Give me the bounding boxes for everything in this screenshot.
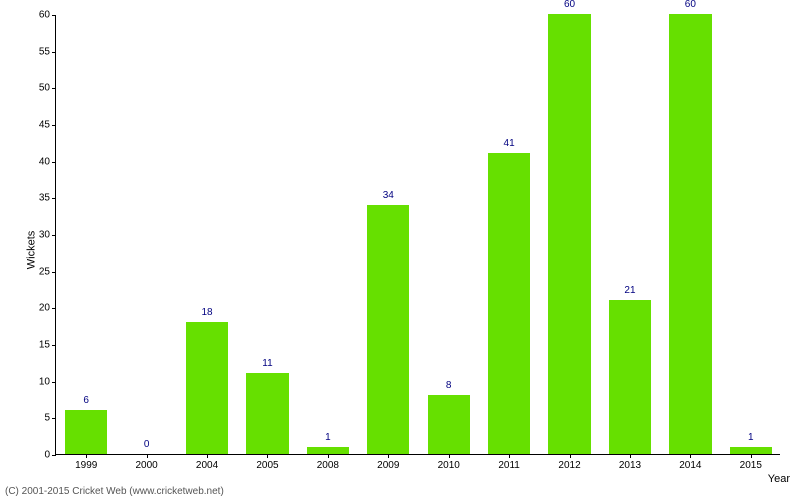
y-tick (52, 15, 56, 16)
y-tick-label: 30 (39, 230, 50, 241)
y-tick-label: 55 (39, 46, 50, 57)
y-tick (52, 455, 56, 456)
x-tick (86, 454, 87, 458)
y-tick (52, 52, 56, 53)
y-tick (52, 382, 56, 383)
bar-value-label: 21 (624, 285, 635, 296)
x-tick-label: 2009 (377, 460, 399, 471)
y-tick-label: 35 (39, 193, 50, 204)
y-tick-label: 50 (39, 83, 50, 94)
x-tick (630, 454, 631, 458)
bar-value-label: 18 (201, 307, 212, 318)
bar-value-label: 34 (383, 190, 394, 201)
bar-value-label: 8 (446, 380, 452, 391)
y-tick (52, 125, 56, 126)
bar: 41 (488, 153, 530, 454)
y-tick (52, 88, 56, 89)
x-axis-label: Year (768, 473, 790, 485)
y-tick (52, 235, 56, 236)
x-tick-label: 2012 (558, 460, 580, 471)
x-tick (147, 454, 148, 458)
bar: 21 (609, 300, 651, 454)
bar-value-label: 60 (564, 0, 575, 10)
x-tick (690, 454, 691, 458)
y-tick-label: 20 (39, 303, 50, 314)
x-tick-label: 2013 (619, 460, 641, 471)
bar-value-label: 60 (685, 0, 696, 10)
bar: 60 (669, 14, 711, 454)
x-tick (751, 454, 752, 458)
y-tick-label: 60 (39, 10, 50, 21)
bar-value-label: 41 (504, 138, 515, 149)
y-tick-label: 0 (44, 450, 50, 461)
x-tick (570, 454, 571, 458)
bar-value-label: 11 (262, 358, 272, 369)
bar-value-label: 0 (144, 439, 150, 450)
bar-value-label: 1 (325, 432, 331, 443)
y-tick (52, 198, 56, 199)
y-tick-label: 45 (39, 120, 50, 131)
x-tick-label: 1999 (75, 460, 97, 471)
bar: 18 (186, 322, 228, 454)
x-tick-label: 2005 (256, 460, 278, 471)
chart-container: Wickets 05101520253035404550556019996200… (0, 0, 800, 500)
bar: 1 (307, 447, 349, 454)
bar: 60 (548, 14, 590, 454)
bar: 6 (65, 410, 107, 454)
bar: 11 (246, 373, 288, 454)
bar: 1 (730, 447, 772, 454)
x-tick-label: 2004 (196, 460, 218, 471)
y-tick (52, 308, 56, 309)
x-tick (509, 454, 510, 458)
y-tick (52, 272, 56, 273)
y-tick-label: 25 (39, 266, 50, 277)
y-axis-label: Wickets (25, 231, 37, 270)
x-tick-label: 2011 (498, 460, 520, 471)
x-tick (328, 454, 329, 458)
x-tick-label: 2010 (438, 460, 460, 471)
bar-value-label: 6 (83, 395, 89, 406)
y-tick (52, 162, 56, 163)
y-tick (52, 418, 56, 419)
x-tick (388, 454, 389, 458)
copyright-text: (C) 2001-2015 Cricket Web (www.cricketwe… (5, 486, 224, 497)
x-tick-label: 2000 (136, 460, 158, 471)
y-tick-label: 15 (39, 340, 50, 351)
y-tick (52, 345, 56, 346)
x-tick-label: 2014 (679, 460, 701, 471)
y-tick-label: 40 (39, 156, 50, 167)
x-tick-label: 2008 (317, 460, 339, 471)
x-tick (449, 454, 450, 458)
x-tick-label: 2015 (740, 460, 762, 471)
bar-value-label: 1 (748, 432, 754, 443)
y-tick-label: 10 (39, 376, 50, 387)
bar: 34 (367, 205, 409, 454)
x-tick (267, 454, 268, 458)
bar: 8 (428, 395, 470, 454)
y-tick-label: 5 (44, 413, 50, 424)
x-tick (207, 454, 208, 458)
plot-area: 0510152025303540455055601999620000200418… (55, 15, 780, 455)
